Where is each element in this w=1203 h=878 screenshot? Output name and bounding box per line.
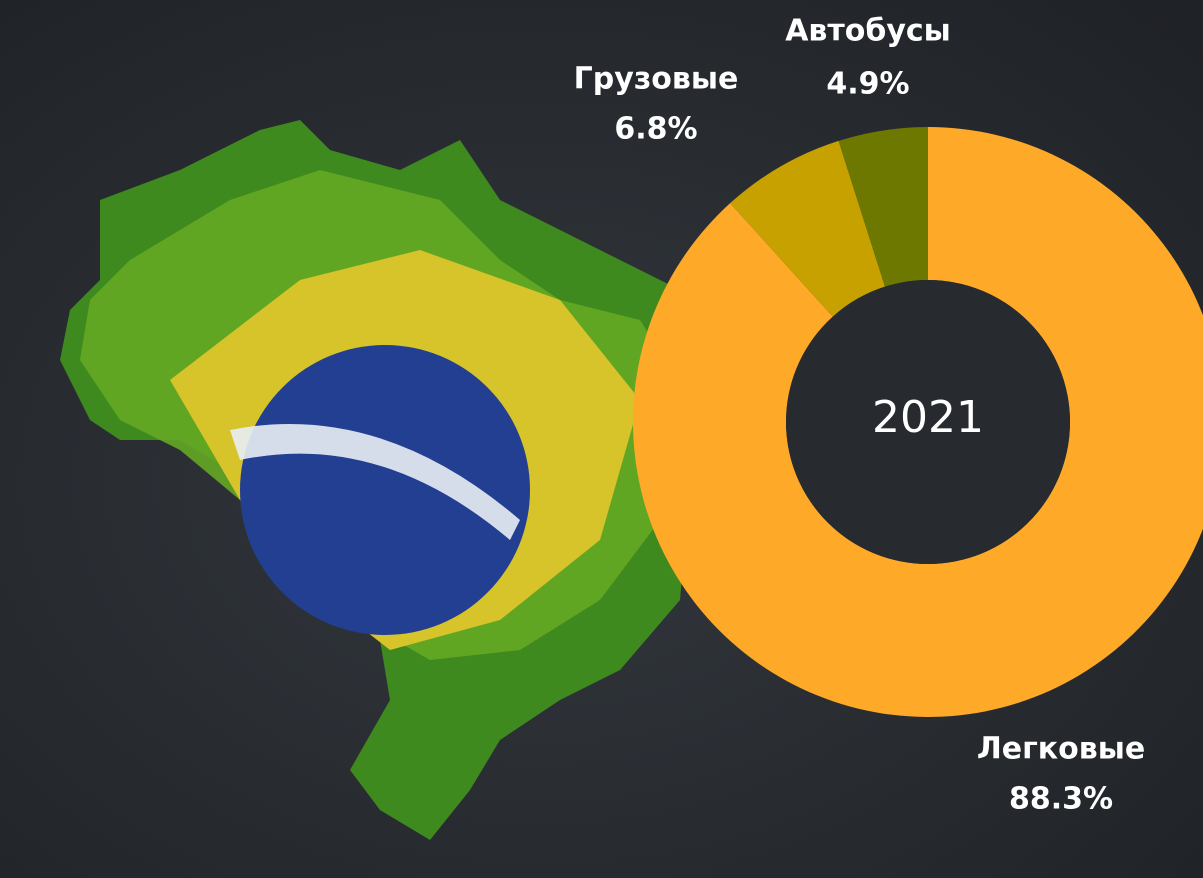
- slice-value: 88.3%: [1009, 782, 1113, 817]
- slice-value: 6.8%: [614, 112, 697, 147]
- slice-name: Автобусы: [785, 14, 951, 49]
- slice-name: Грузовые: [574, 62, 739, 97]
- donut-slice: [633, 127, 1203, 717]
- donut-slice: [730, 140, 885, 317]
- slice-name: Легковые: [977, 732, 1145, 767]
- slice-value: 4.9%: [826, 67, 909, 102]
- center-label: 2021: [872, 392, 984, 443]
- brazil-map: [60, 120, 700, 840]
- donut-slice: [838, 127, 928, 287]
- donut: [633, 127, 1203, 717]
- donut-hole: [786, 280, 1070, 564]
